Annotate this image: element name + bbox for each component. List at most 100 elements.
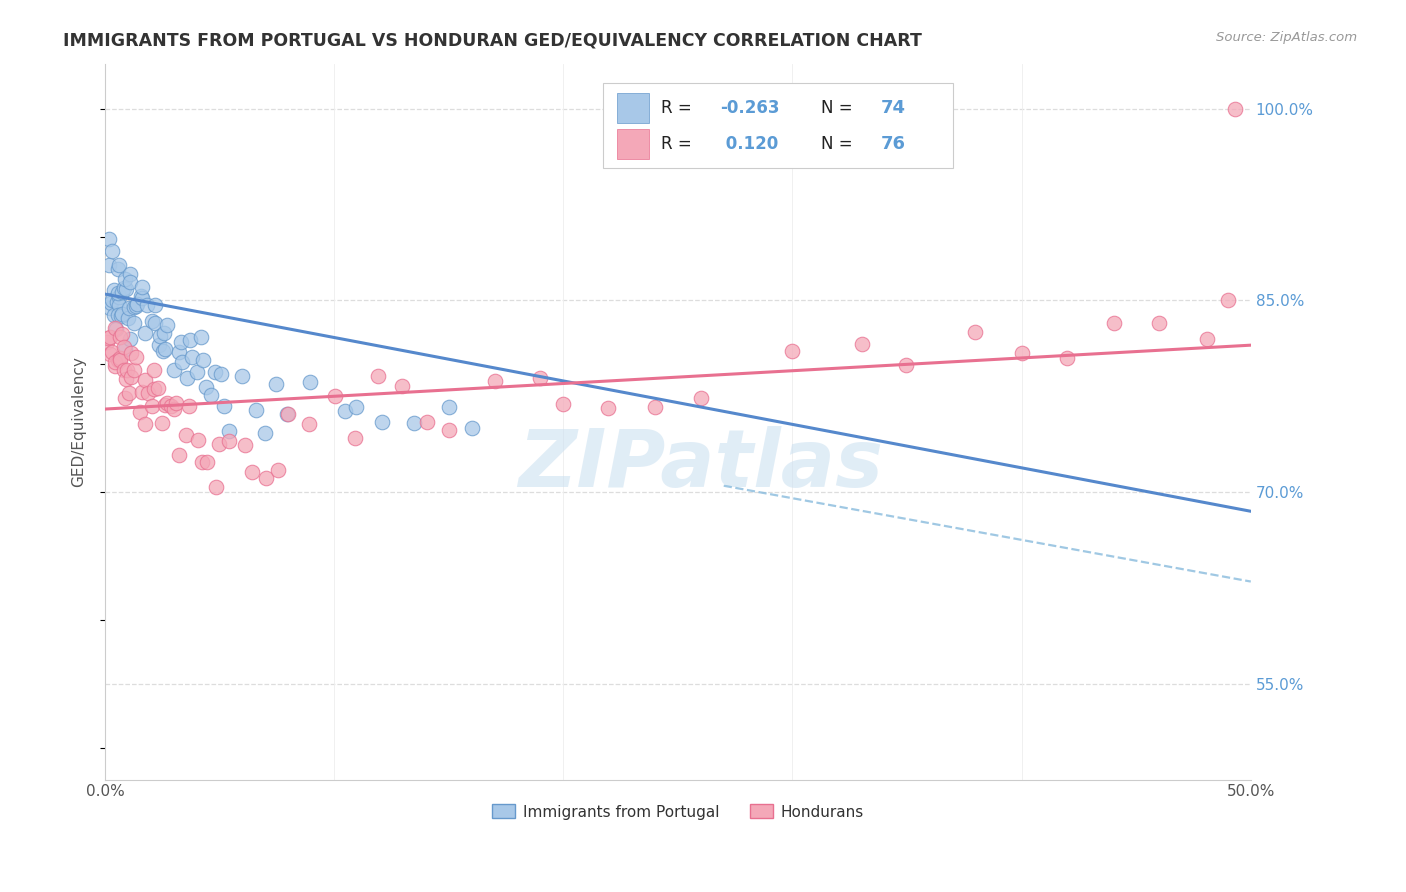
Point (172, 355, 194, 369)
Point (138, 386, 160, 401)
Point (115, 363, 138, 377)
Point (323, 389, 346, 403)
Point (163, 402, 186, 417)
Point (1056, 351, 1078, 365)
Text: 74: 74 (880, 99, 905, 118)
Point (254, 470, 277, 484)
Point (122, 362, 145, 376)
Point (120, 369, 142, 384)
Point (344, 400, 367, 414)
Point (218, 434, 240, 449)
Point (335, 404, 357, 418)
Point (141, 314, 163, 328)
Point (179, 399, 201, 413)
Point (209, 367, 232, 381)
Text: -0.263: -0.263 (720, 99, 780, 118)
Text: ZIPatlas: ZIPatlas (519, 425, 883, 504)
Point (98, 232, 121, 246)
Point (208, 437, 231, 451)
Point (205, 480, 228, 494)
Point (120, 346, 142, 360)
Point (142, 363, 165, 377)
Point (1223, 102, 1246, 116)
Point (117, 301, 139, 315)
Point (98, 330, 121, 344)
Point (264, 377, 287, 392)
Point (105, 294, 128, 309)
Point (115, 372, 138, 386)
Point (367, 369, 389, 384)
Point (1149, 317, 1171, 331)
Point (148, 338, 170, 352)
Point (143, 316, 166, 330)
FancyBboxPatch shape (603, 83, 953, 168)
Point (170, 334, 193, 349)
Legend: Immigrants from Portugal, Hondurans: Immigrants from Portugal, Hondurans (486, 798, 870, 826)
Point (112, 281, 135, 295)
Point (148, 381, 170, 395)
Point (193, 353, 215, 368)
Point (103, 284, 125, 298)
Point (98, 347, 121, 361)
Point (240, 465, 263, 479)
Point (108, 352, 131, 367)
Point (131, 280, 153, 294)
Point (163, 363, 186, 377)
Point (100, 345, 122, 359)
Point (156, 318, 179, 332)
Point (104, 355, 127, 369)
Point (107, 309, 129, 323)
Point (131, 384, 153, 399)
Point (108, 351, 131, 366)
Point (114, 281, 136, 295)
Point (124, 316, 146, 330)
Point (181, 350, 204, 364)
Point (107, 352, 129, 367)
Point (391, 379, 413, 393)
Point (1216, 293, 1239, 308)
Point (107, 261, 129, 276)
Point (122, 300, 145, 314)
Point (98, 259, 121, 273)
Point (370, 415, 392, 429)
Point (460, 421, 482, 435)
Point (101, 244, 124, 258)
Point (1011, 346, 1033, 360)
Text: R =: R = (661, 136, 692, 153)
Point (156, 396, 179, 410)
Point (553, 397, 575, 411)
Point (111, 285, 134, 299)
Point (200, 388, 222, 402)
Point (117, 311, 139, 326)
Point (125, 351, 148, 365)
Point (104, 322, 127, 336)
Point (134, 373, 156, 387)
Point (153, 342, 176, 356)
Point (110, 307, 132, 321)
Point (114, 391, 136, 405)
Text: 0.120: 0.120 (720, 136, 779, 153)
Point (149, 329, 172, 343)
Point (416, 416, 439, 430)
Text: N =: N = (821, 99, 853, 118)
Point (111, 326, 134, 341)
Point (120, 268, 142, 282)
Point (134, 326, 156, 340)
Point (299, 376, 322, 390)
Point (167, 448, 190, 462)
Point (176, 371, 198, 385)
Point (190, 455, 212, 469)
Point (190, 330, 212, 344)
Point (195, 455, 218, 469)
Point (186, 365, 208, 379)
Text: R =: R = (661, 99, 692, 118)
Point (110, 309, 132, 323)
Point (108, 258, 131, 272)
Point (103, 308, 125, 322)
Point (141, 399, 163, 413)
Point (127, 297, 149, 311)
Point (298, 417, 321, 432)
Point (690, 391, 713, 405)
Point (107, 290, 129, 304)
Point (150, 416, 173, 430)
